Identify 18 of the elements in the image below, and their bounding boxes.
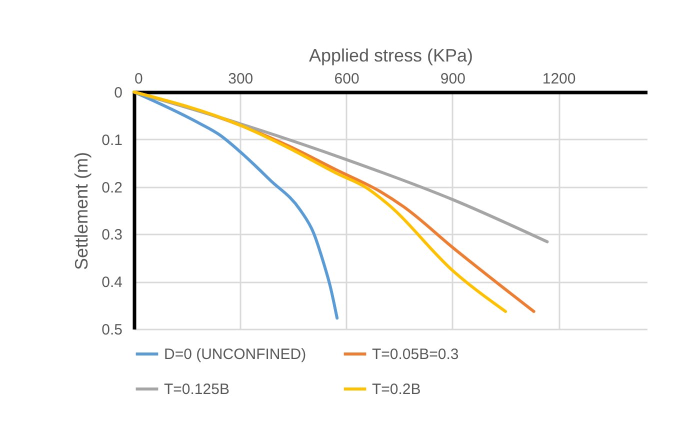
legend-label: D=0 (UNCONFINED) [164,346,306,363]
line-series [132,90,339,320]
x-axis-title: Applied stress (KPa) [308,46,474,66]
x-tick-label: 900 [440,70,466,88]
y-tick-label: 0.4 [102,274,122,292]
x-tick-label: 1200 [542,70,576,88]
legend-label: T=0.05B=0.3 [372,346,459,363]
y-tick-label: 0.2 [102,179,122,196]
x-tick-label: 300 [228,70,254,88]
x-tick-label: 600 [334,70,360,88]
y-tick-label: 0.5 [102,322,122,338]
y-axis-title: Settlement (m) [72,152,92,270]
x-tick-label: 0 [134,70,143,88]
legend-label: T=0.2B [372,381,421,398]
y-tick-label: 0.1 [102,132,122,149]
legend-label: T=0.125B [164,381,230,398]
y-tick-label: 0 [114,84,122,102]
y-tick-label: 0.3 [102,226,122,244]
